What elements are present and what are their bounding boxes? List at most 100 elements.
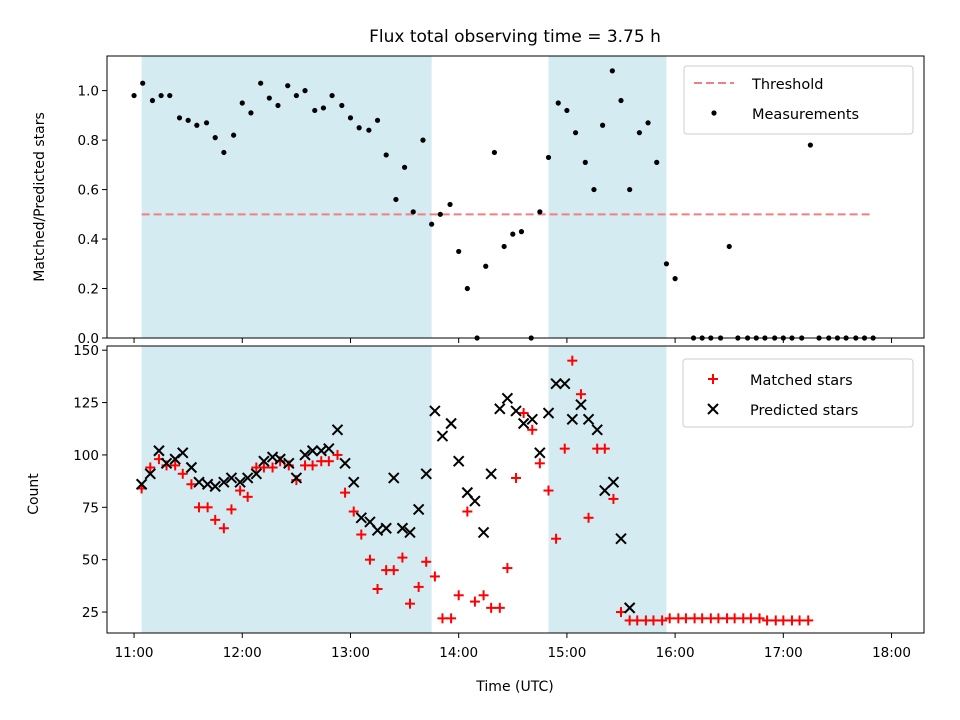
measurement-point bbox=[654, 159, 660, 165]
predicted-star-point bbox=[412, 503, 425, 516]
measurement-point bbox=[212, 135, 218, 141]
legend-measurement-label: Measurements bbox=[752, 107, 859, 123]
predicted-star-point bbox=[494, 403, 506, 415]
measurement-point bbox=[420, 137, 426, 143]
matched-star-point bbox=[551, 533, 562, 544]
matched-star-point bbox=[340, 487, 351, 498]
measurement-point bbox=[356, 125, 362, 131]
predicted-star-point bbox=[615, 533, 627, 545]
matched-star-point bbox=[356, 529, 367, 540]
matched-star-point bbox=[323, 456, 334, 467]
legend-predicted-label: Predicted stars bbox=[750, 403, 858, 419]
matched-star-point bbox=[518, 408, 529, 419]
matched-star-point bbox=[608, 493, 619, 504]
matched-star-point bbox=[713, 613, 724, 624]
measurement-point bbox=[221, 149, 227, 156]
x-tick-label: 14:00 bbox=[439, 645, 478, 661]
matched-star-point bbox=[177, 468, 188, 479]
predicted-star-point bbox=[339, 457, 351, 470]
predicted-star-point bbox=[501, 392, 514, 405]
x-b bbox=[623, 602, 636, 614]
matched-star-point bbox=[803, 615, 814, 626]
x-tick-label: 15:00 bbox=[547, 645, 586, 661]
matched-star-point bbox=[729, 613, 740, 624]
measurement-point bbox=[510, 231, 516, 237]
predicted-star-point bbox=[575, 398, 587, 411]
matched-star-point bbox=[599, 443, 610, 454]
predicted-star-point bbox=[274, 453, 286, 465]
measurement-point bbox=[636, 130, 643, 136]
x-b bbox=[315, 445, 327, 457]
measurement-point bbox=[437, 211, 443, 217]
shaded-intervals-top bbox=[141, 56, 667, 338]
measurement-point bbox=[663, 261, 670, 267]
x-b bbox=[225, 472, 238, 484]
y-tick-label: 0.2 bbox=[78, 282, 99, 298]
measurement-point bbox=[600, 122, 606, 128]
matched-star-point bbox=[754, 613, 765, 624]
y-tick-label: 125 bbox=[73, 396, 99, 412]
measurement-point bbox=[302, 88, 308, 94]
y-ticks-top: 0.0 0.2 0.4 0.6 0.8 1.0 bbox=[78, 84, 107, 347]
measurement-point bbox=[347, 115, 354, 121]
measurement-point bbox=[167, 92, 173, 99]
x-b bbox=[469, 495, 481, 507]
x-b bbox=[274, 453, 286, 465]
measurement-point bbox=[203, 120, 210, 126]
matched-star-point bbox=[218, 523, 229, 534]
x-b bbox=[429, 405, 441, 417]
measurement-point bbox=[726, 243, 732, 250]
measurement-point bbox=[239, 100, 245, 106]
y-tick-label: 0.6 bbox=[78, 183, 99, 199]
y-tick-label: 150 bbox=[73, 343, 99, 359]
measurement-point bbox=[293, 92, 299, 99]
matched-star-point bbox=[778, 615, 789, 626]
matched-star-point bbox=[511, 472, 522, 483]
y-axis-label-bottom: Count bbox=[26, 473, 42, 515]
matched-star-point bbox=[258, 462, 269, 473]
predicted-star-point bbox=[526, 413, 538, 426]
predicted-star-point bbox=[591, 424, 603, 436]
measurement-point bbox=[393, 196, 399, 203]
matched-star-point bbox=[469, 596, 480, 607]
matched-star-point bbox=[372, 584, 383, 595]
matched-star-point bbox=[486, 602, 497, 613]
x-b bbox=[420, 468, 432, 480]
predicted-star-point bbox=[517, 417, 530, 430]
measurement-point bbox=[627, 186, 633, 193]
matched-star-point bbox=[437, 613, 448, 624]
y-tick-label: 25 bbox=[82, 605, 99, 621]
measurement-point bbox=[545, 154, 552, 161]
matched-star-point bbox=[462, 506, 473, 517]
matched-star-point bbox=[226, 504, 237, 515]
predicted-star-point bbox=[218, 476, 230, 488]
matched-star-point bbox=[453, 590, 464, 601]
x-b bbox=[599, 484, 611, 497]
predicted-star-point bbox=[234, 476, 246, 488]
x-b bbox=[160, 457, 173, 470]
x-b bbox=[566, 413, 579, 426]
measurement-point bbox=[374, 117, 381, 123]
predicted-star-point bbox=[550, 378, 562, 390]
x-b bbox=[485, 468, 497, 480]
matched-star-point bbox=[697, 613, 708, 624]
matched-star-point bbox=[170, 460, 181, 471]
predicted-star-point bbox=[193, 476, 205, 488]
measurement-point bbox=[491, 149, 497, 156]
measurement-point bbox=[483, 263, 489, 269]
predicted-star-point bbox=[135, 478, 148, 490]
x-b bbox=[185, 461, 198, 474]
measurement-point bbox=[518, 229, 525, 235]
x-tick-label: 12:00 bbox=[223, 645, 262, 661]
x-b bbox=[283, 457, 295, 470]
measurement-point bbox=[456, 248, 462, 255]
matched-star-point bbox=[543, 485, 554, 496]
matched-star-point bbox=[657, 615, 668, 626]
measurement-point bbox=[266, 95, 272, 101]
y-tick-label: 0.8 bbox=[78, 133, 99, 149]
predicted-star-point bbox=[153, 445, 165, 457]
matched-star-point bbox=[632, 615, 643, 626]
x-b bbox=[144, 468, 156, 480]
shaded-interval bbox=[548, 56, 667, 338]
